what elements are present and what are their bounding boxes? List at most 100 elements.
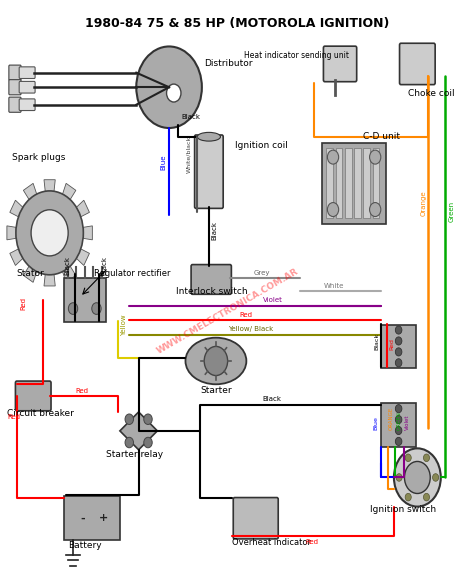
Bar	[64, 278, 106, 322]
Circle shape	[92, 303, 101, 315]
Text: Black: Black	[182, 114, 201, 121]
FancyBboxPatch shape	[19, 67, 35, 78]
Polygon shape	[63, 266, 76, 282]
Circle shape	[423, 454, 429, 462]
Polygon shape	[23, 183, 36, 199]
Circle shape	[125, 414, 134, 425]
Text: Choke coil: Choke coil	[408, 89, 455, 98]
Text: Black: Black	[64, 256, 71, 275]
Text: Orange: Orange	[421, 191, 427, 216]
Circle shape	[405, 454, 411, 462]
Ellipse shape	[197, 132, 220, 141]
Text: Spark plugs: Spark plugs	[12, 153, 65, 162]
Circle shape	[328, 150, 338, 164]
Text: Distributor: Distributor	[204, 59, 253, 68]
Circle shape	[370, 150, 381, 164]
Text: Violet: Violet	[263, 297, 283, 303]
Text: Yellow: Yellow	[121, 314, 127, 336]
Text: -: -	[80, 513, 85, 523]
Circle shape	[395, 337, 402, 345]
Bar	[64, 496, 120, 540]
Text: White: White	[324, 283, 344, 289]
Text: Starter relay: Starter relay	[106, 450, 163, 459]
Text: Violet: Violet	[405, 415, 410, 430]
Text: Red: Red	[75, 388, 88, 394]
Text: Overheat indicator: Overheat indicator	[232, 538, 311, 547]
Text: White/black: White/black	[186, 135, 191, 173]
Text: C-D unit: C-D unit	[364, 132, 401, 141]
Text: Black: Black	[101, 256, 107, 275]
Circle shape	[125, 437, 134, 448]
Bar	[336, 148, 342, 218]
Circle shape	[395, 426, 402, 435]
Bar	[373, 148, 379, 218]
Circle shape	[395, 405, 402, 413]
Circle shape	[423, 493, 429, 501]
Polygon shape	[76, 201, 90, 217]
FancyBboxPatch shape	[191, 265, 231, 294]
Text: Red: Red	[20, 296, 27, 309]
Text: Black: Black	[263, 396, 282, 402]
Polygon shape	[7, 226, 16, 240]
Text: Heat indicator sending unit: Heat indicator sending unit	[244, 51, 349, 60]
Bar	[364, 148, 370, 218]
Bar	[381, 403, 416, 447]
Ellipse shape	[185, 338, 246, 385]
Bar	[322, 142, 386, 224]
FancyBboxPatch shape	[16, 381, 51, 411]
Text: Battery: Battery	[68, 541, 102, 550]
Circle shape	[68, 303, 78, 315]
Bar	[381, 325, 416, 368]
Text: Red: Red	[8, 414, 20, 420]
Circle shape	[395, 437, 402, 446]
Text: Circuit breaker: Circuit breaker	[8, 409, 74, 418]
Text: Ignition coil: Ignition coil	[235, 141, 288, 150]
Circle shape	[328, 202, 338, 216]
Text: Yellow/ Black: Yellow/ Black	[228, 326, 273, 332]
Text: Blue: Blue	[160, 154, 166, 170]
Bar	[345, 148, 352, 218]
Text: Grey: Grey	[254, 270, 270, 276]
Circle shape	[395, 359, 402, 367]
Polygon shape	[83, 226, 92, 240]
Text: Blue: Blue	[374, 416, 379, 430]
FancyBboxPatch shape	[19, 81, 35, 93]
Circle shape	[16, 191, 83, 275]
Polygon shape	[44, 275, 55, 286]
Circle shape	[405, 493, 411, 501]
Bar	[354, 148, 361, 218]
Polygon shape	[23, 266, 36, 282]
FancyBboxPatch shape	[233, 497, 278, 539]
Polygon shape	[76, 249, 90, 265]
Circle shape	[396, 474, 402, 481]
Text: 1980-84 75 & 85 HP (MOTOROLA IGNITION): 1980-84 75 & 85 HP (MOTOROLA IGNITION)	[85, 17, 389, 31]
Circle shape	[395, 326, 402, 334]
Text: Starter: Starter	[200, 386, 232, 395]
Circle shape	[395, 348, 402, 356]
Circle shape	[144, 437, 152, 448]
Circle shape	[137, 46, 202, 128]
FancyBboxPatch shape	[9, 97, 21, 112]
Polygon shape	[120, 412, 157, 450]
Text: Red: Red	[239, 312, 252, 318]
Text: ORANGE: ORANGE	[389, 407, 394, 430]
Circle shape	[433, 474, 438, 481]
Polygon shape	[10, 201, 23, 217]
Text: Interlock switch: Interlock switch	[176, 286, 248, 296]
Text: +: +	[99, 513, 108, 523]
Polygon shape	[10, 249, 23, 265]
FancyBboxPatch shape	[9, 79, 21, 95]
Circle shape	[166, 84, 181, 102]
Text: Red: Red	[389, 339, 394, 350]
Text: Red: Red	[305, 539, 318, 545]
FancyBboxPatch shape	[9, 65, 21, 80]
Text: Black: Black	[211, 220, 217, 240]
FancyBboxPatch shape	[195, 135, 223, 208]
Text: Ignition switch: Ignition switch	[370, 505, 437, 514]
Text: GREEN: GREEN	[396, 411, 401, 430]
Circle shape	[31, 210, 68, 256]
Circle shape	[404, 462, 430, 493]
Text: Regulator rectifier: Regulator rectifier	[94, 269, 171, 278]
Circle shape	[395, 416, 402, 424]
Circle shape	[370, 202, 381, 216]
